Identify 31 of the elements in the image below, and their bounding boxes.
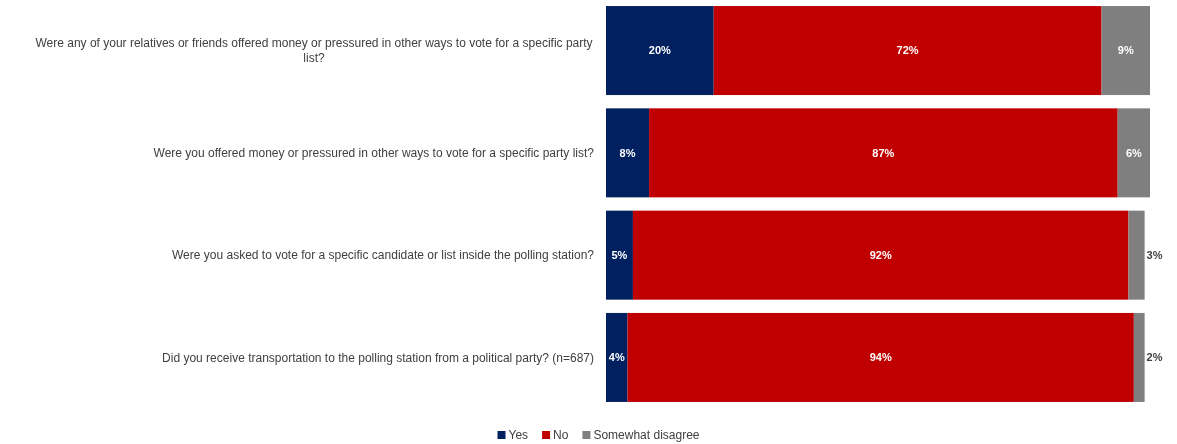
data-label: 94% bbox=[869, 351, 892, 364]
data-label: 3% bbox=[1146, 249, 1163, 261]
data-label: 9% bbox=[1117, 44, 1134, 57]
bar bbox=[713, 6, 1102, 96]
legend-label: No bbox=[553, 428, 569, 443]
data-label: 8% bbox=[619, 146, 636, 159]
bar bbox=[606, 210, 633, 300]
data-label: 92% bbox=[869, 249, 892, 261]
data-label: 4% bbox=[608, 351, 625, 364]
bar bbox=[1133, 312, 1145, 402]
data-label: 87% bbox=[872, 146, 895, 159]
bar bbox=[606, 6, 714, 96]
data-label: 2% bbox=[1146, 351, 1163, 364]
legend-label: Yes bbox=[508, 428, 529, 443]
y-tick-label: Were you offered money or pressured in other ways to vote for a specific party list? bbox=[153, 146, 595, 161]
data-label: 72% bbox=[896, 44, 919, 57]
y-tick-label: Did you receive transportation to the polling station from a political party? (n=687) bbox=[162, 350, 594, 365]
data-label: 6% bbox=[1125, 146, 1143, 159]
bar bbox=[606, 312, 628, 402]
bar bbox=[627, 312, 1134, 402]
bar bbox=[1117, 108, 1150, 198]
data-label: 20% bbox=[648, 44, 672, 57]
bar bbox=[632, 210, 1129, 300]
bar bbox=[649, 108, 1118, 198]
y-tick-label: Were any of your relatives or friends offered money or pressured in other ways to vote for a specific party list? bbox=[35, 36, 593, 66]
legend-label: Somewhat disagree bbox=[593, 428, 700, 443]
bar bbox=[1128, 210, 1145, 300]
bar bbox=[1101, 6, 1150, 96]
bar bbox=[606, 108, 650, 198]
y-tick-label: Were you asked to vote for a specific candidate or list inside the polling station? bbox=[171, 248, 595, 263]
data-label: 5% bbox=[611, 249, 628, 261]
